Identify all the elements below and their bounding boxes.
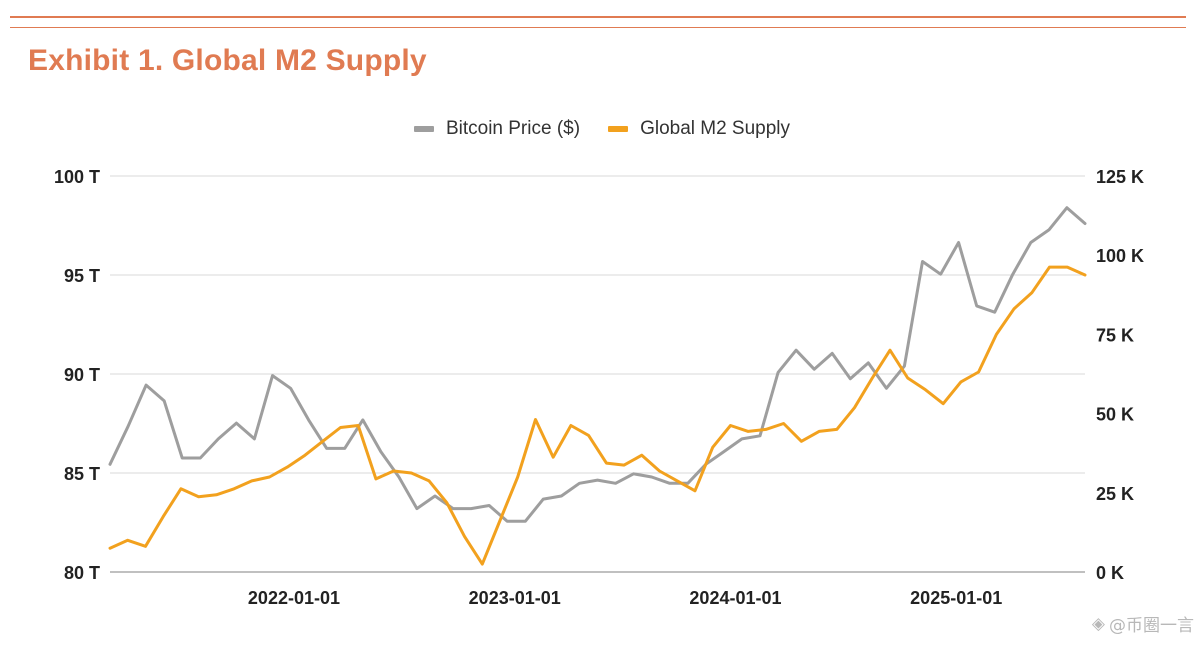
left-axis: 80 T 85 T 90 T 95 T 100 T	[54, 167, 100, 583]
legend-item-bitcoin: Bitcoin Price ($)	[413, 118, 581, 140]
right-axis-tick-label: 75 K	[1096, 325, 1134, 345]
left-axis-tick-label: 95 T	[64, 266, 100, 286]
x-axis-tick-label: 2022-01-01	[248, 588, 340, 608]
header-rule-thin	[10, 27, 1186, 28]
exhibit-title: Exhibit 1. Global M2 Supply	[28, 44, 427, 77]
x-axis-tick-label: 2024-01-01	[689, 588, 781, 608]
right-axis-tick-label: 125 K	[1096, 167, 1144, 187]
x-axis-tick-label: 2025-01-01	[910, 588, 1002, 608]
legend-label-bitcoin: Bitcoin Price ($)	[445, 118, 581, 139]
right-axis-tick-label: 50 K	[1096, 405, 1134, 425]
watermark-text: @币圈一言	[1109, 616, 1194, 636]
watermark-logo-icon: ◈	[1091, 613, 1105, 634]
series-lines	[108, 206, 1087, 566]
x-axis: 2022-01-01 2023-01-01 2024-01-01 2025-01-01	[248, 588, 1002, 608]
legend-item-m2: Global M2 Supply	[608, 118, 790, 140]
left-axis-tick-label: 80 T	[64, 563, 100, 583]
left-axis-tick-label: 90 T	[64, 365, 100, 385]
right-axis: 0 K 25 K 50 K 75 K 100 K 125 K	[1096, 167, 1144, 583]
right-axis-tick-label: 0 K	[1096, 563, 1124, 583]
watermark: ◈ @币圈一言	[1091, 611, 1194, 637]
legend-label-m2: Global M2 Supply	[640, 118, 791, 139]
legend-swatch-bitcoin	[413, 126, 434, 132]
left-axis-tick-label: 100 T	[54, 167, 100, 187]
chart-legend: Bitcoin Price ($) Global M2 Supply	[0, 118, 1204, 140]
x-axis-tick-label: 2023-01-01	[469, 588, 561, 608]
right-axis-tick-label: 100 K	[1096, 246, 1144, 266]
right-axis-tick-label: 25 K	[1096, 484, 1134, 504]
left-axis-tick-label: 85 T	[64, 464, 100, 484]
grid-lines	[110, 175, 1085, 573]
header-rule	[10, 16, 1186, 18]
legend-swatch-m2	[608, 126, 629, 132]
series-line-bitcoin	[108, 206, 1087, 523]
series-line-m2	[108, 265, 1087, 566]
